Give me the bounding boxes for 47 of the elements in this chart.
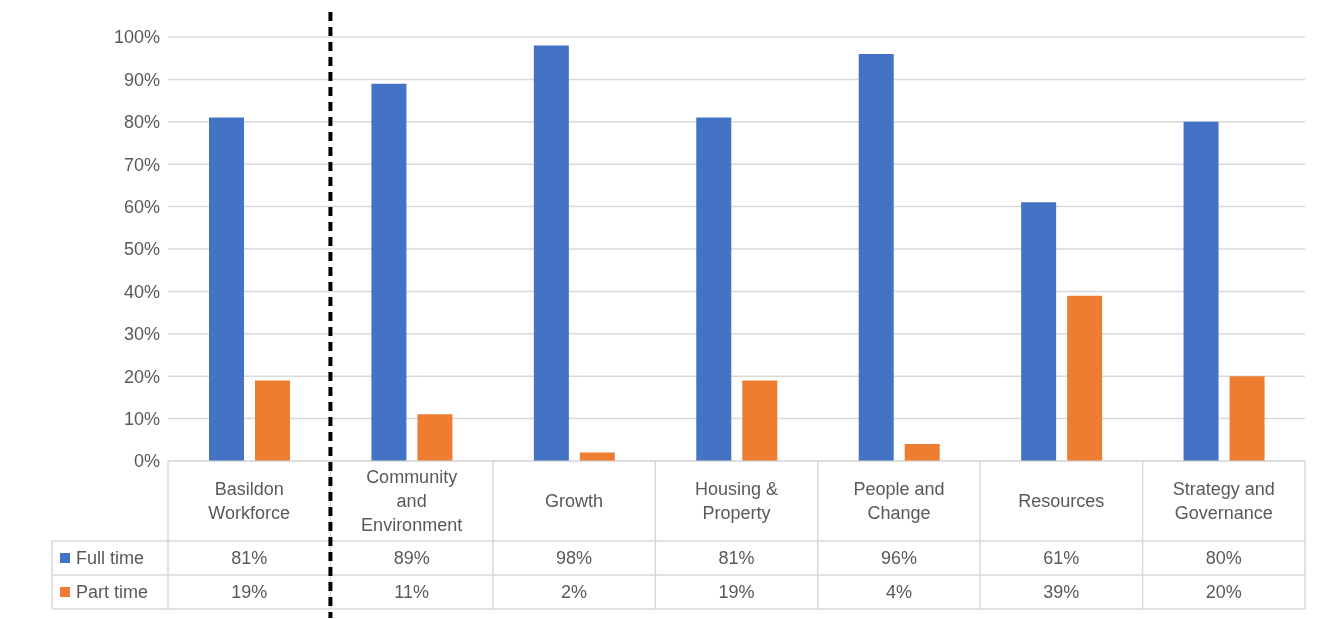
data-label: 98% bbox=[556, 548, 593, 568]
x-tick-label: Strategy and Governance bbox=[1172, 479, 1275, 523]
x-tick-label: Growth bbox=[545, 491, 604, 511]
y-tick-label: 90% bbox=[123, 69, 160, 90]
data-label: 81% bbox=[718, 548, 755, 568]
x-tick-label: Basildon Workforce bbox=[208, 479, 291, 523]
bar bbox=[696, 117, 732, 461]
bar bbox=[1067, 295, 1103, 461]
data-label: 96% bbox=[880, 548, 917, 568]
data-label: 4% bbox=[885, 582, 912, 602]
data-label: 61% bbox=[1043, 548, 1080, 568]
y-tick-label: 20% bbox=[123, 366, 160, 387]
bar bbox=[255, 380, 290, 461]
bar bbox=[904, 444, 940, 461]
y-tick-label: 60% bbox=[123, 196, 160, 217]
x-tick-label: Housing & Property bbox=[694, 479, 779, 523]
bar bbox=[1229, 376, 1265, 461]
data-label: 19% bbox=[231, 582, 268, 602]
data-label: 81% bbox=[231, 548, 268, 568]
bar bbox=[209, 117, 244, 461]
y-tick-label: 70% bbox=[123, 154, 160, 175]
data-label: 19% bbox=[718, 582, 755, 602]
y-tick-label: 50% bbox=[123, 239, 160, 260]
y-tick-label: 100% bbox=[113, 27, 160, 48]
legend-label: Part time bbox=[76, 582, 149, 602]
x-tick-label: Community and Environment bbox=[361, 467, 463, 535]
bar bbox=[742, 380, 778, 461]
y-tick-label: 30% bbox=[123, 324, 160, 345]
data-label: 2% bbox=[561, 582, 588, 602]
data-label: 80% bbox=[1205, 548, 1242, 568]
y-tick-label: 40% bbox=[123, 281, 160, 302]
data-label: 89% bbox=[393, 548, 430, 568]
legend-label: Full time bbox=[76, 548, 145, 568]
data-label: 11% bbox=[394, 582, 429, 602]
bar bbox=[371, 83, 407, 461]
bar bbox=[1021, 202, 1057, 461]
bar bbox=[533, 45, 569, 461]
y-tick-label: 0% bbox=[133, 451, 160, 472]
y-tick-label: 10% bbox=[123, 408, 160, 429]
bar bbox=[417, 414, 453, 461]
data-label: 39% bbox=[1043, 582, 1080, 602]
x-tick-label: Resources bbox=[1018, 491, 1105, 511]
bar bbox=[858, 53, 894, 461]
x-tick-label: People and Change bbox=[853, 479, 945, 523]
y-tick-label: 80% bbox=[123, 112, 160, 133]
data-label: 20% bbox=[1205, 582, 1242, 602]
bar bbox=[1183, 121, 1219, 461]
